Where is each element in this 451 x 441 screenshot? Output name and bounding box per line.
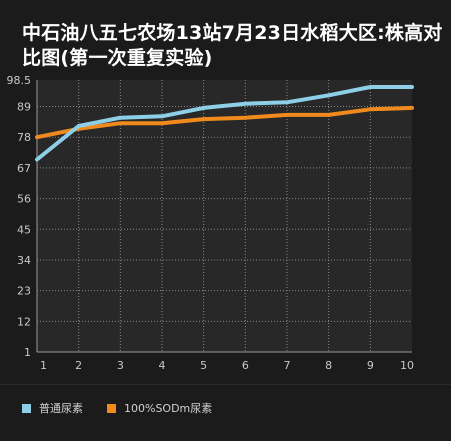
series-2-point (285, 113, 289, 117)
y-tick-label: 45 (17, 223, 31, 236)
series-2-point (202, 117, 206, 121)
series-2-point (410, 106, 414, 110)
series-2-point (368, 107, 372, 111)
series-line-1 (35, 85, 414, 162)
y-tick-label: 98.5 (7, 74, 32, 87)
x-tick-label: 4 (159, 359, 166, 372)
legend-label-series-2: 100%SODm尿素 (124, 402, 213, 415)
chart-legend: 普通尿素 100%SODm尿素 (22, 398, 236, 418)
x-tick-label: 2 (75, 359, 82, 372)
x-tick-label: 6 (242, 359, 249, 372)
series-1-point (118, 116, 122, 120)
y-tick-label: 56 (17, 193, 31, 206)
y-tick-label: 23 (17, 285, 31, 298)
series-2-point (160, 121, 164, 125)
series-line-2 (35, 105, 414, 140)
plot-area (37, 80, 412, 352)
series-2-point (118, 121, 122, 125)
legend-swatch-series-1 (22, 403, 31, 413)
series-1-point (368, 85, 372, 89)
series-2-point (327, 113, 331, 117)
legend-item-series-1[interactable]: 普通尿素 (22, 400, 83, 416)
x-tick-label: 5 (200, 359, 207, 372)
legend-divider (0, 384, 451, 385)
series-2-point (243, 116, 247, 120)
series-1-point (243, 102, 247, 106)
series-1-point (35, 158, 39, 162)
y-tick-label: 67 (17, 162, 31, 175)
series-1-point (410, 85, 414, 89)
legend-label-series-1: 普通尿素 (39, 402, 83, 415)
x-tick-label: 1 (40, 359, 47, 372)
legend-swatch-series-2 (107, 403, 116, 413)
x-tick-label: 7 (284, 359, 291, 372)
y-tick-label: 1 (24, 346, 31, 359)
y-tick-label: 89 (17, 101, 31, 114)
chart-title: 中石油八五七农场13站7月23日水稻大区:株高对比图(第一次重复实验) (22, 22, 443, 69)
y-tick-label: 34 (17, 254, 31, 267)
series-2-point (35, 135, 39, 139)
legend-item-series-2[interactable]: 100%SODm尿素 (107, 400, 212, 416)
series-1-point (77, 124, 81, 128)
y-tick-label: 12 (17, 315, 31, 328)
series-1-point (160, 114, 164, 118)
series-1-point (202, 106, 206, 110)
y-tick-label: 78 (17, 131, 31, 144)
series-1-point (285, 100, 289, 104)
x-tick-label: 9 (367, 359, 374, 372)
x-tick-label: 8 (325, 359, 332, 372)
series-1-point (327, 93, 331, 97)
x-tick-label: 3 (117, 359, 124, 372)
x-tick-label: 10 (400, 359, 414, 372)
